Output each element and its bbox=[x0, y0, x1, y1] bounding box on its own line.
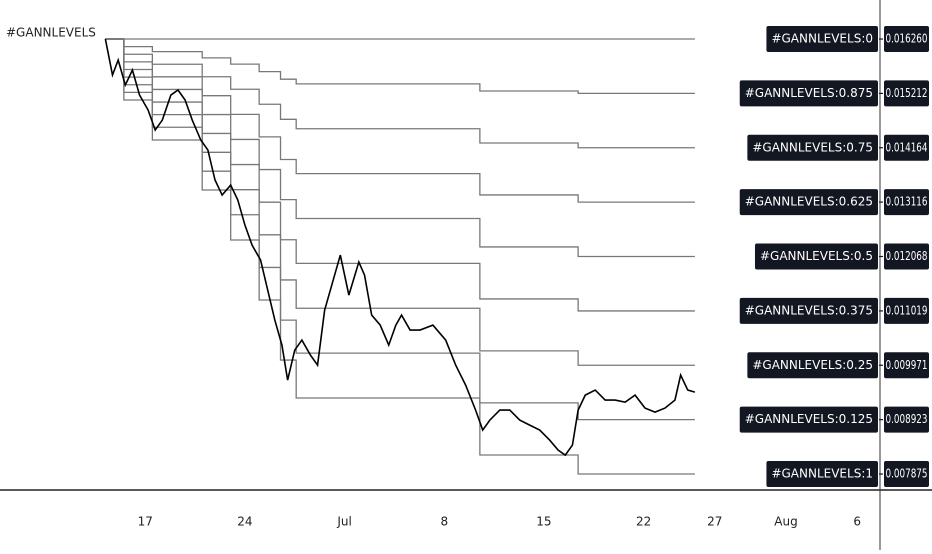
gann-level-line bbox=[105, 38, 695, 95]
level-label: #GANNLEVELS:0.625 0.013116 bbox=[739, 189, 929, 216]
level-name-box bbox=[766, 26, 878, 53]
gann-level-line bbox=[105, 38, 695, 258]
level-name-box bbox=[739, 406, 878, 433]
level-label: #GANNLEVELS:0.875 0.015212 bbox=[739, 80, 929, 107]
chart-title: #GANNLEVELS bbox=[6, 26, 96, 40]
level-name: #GANNLEVELS:0 bbox=[771, 32, 873, 46]
level-value-box bbox=[884, 352, 929, 379]
x-tick-label: 15 bbox=[536, 515, 551, 529]
level-name-box bbox=[754, 243, 878, 270]
level-name-box bbox=[739, 297, 878, 324]
level-name: #GANNLEVELS:0.5 bbox=[760, 249, 873, 263]
level-label: #GANNLEVELS:0.75 0.014164 bbox=[747, 134, 929, 161]
level-name: #GANNLEVELS:0.625 bbox=[745, 195, 873, 209]
x-tick-label: 6 bbox=[853, 515, 861, 529]
level-value-box bbox=[884, 189, 929, 216]
level-value-label: 0.015212 bbox=[886, 86, 928, 100]
level-value-label: 0.011019 bbox=[886, 303, 928, 317]
gann-level-line bbox=[105, 38, 695, 312]
level-name: #GANNLEVELS:1 bbox=[771, 467, 873, 481]
level-value-box bbox=[884, 406, 929, 433]
level-name: #GANNLEVELS:0.125 bbox=[745, 412, 873, 426]
level-label: #GANNLEVELS:1 0.007875 bbox=[766, 461, 929, 488]
level-value-box bbox=[884, 297, 929, 324]
level-value-label: 0.014164 bbox=[886, 140, 928, 154]
level-value-box bbox=[884, 134, 929, 161]
level-name: #GANNLEVELS:0.875 bbox=[745, 86, 873, 100]
x-tick-label: 27 bbox=[707, 515, 722, 529]
level-label: #GANNLEVELS:0.125 0.008923 bbox=[739, 406, 929, 433]
level-name-box bbox=[766, 461, 878, 488]
x-tick-label: 8 bbox=[440, 515, 448, 529]
x-tick-label: Aug bbox=[774, 515, 797, 529]
level-value-label: 0.009971 bbox=[886, 358, 928, 372]
level-label: #GANNLEVELS:0.375 0.011019 bbox=[739, 297, 929, 324]
level-value-box bbox=[884, 461, 929, 488]
level-name-box bbox=[747, 134, 878, 161]
gann-level-line bbox=[105, 38, 695, 366]
level-value-box bbox=[884, 243, 929, 270]
gann-level-line bbox=[105, 38, 695, 475]
price-line bbox=[104, 38, 696, 457]
level-value-label: 0.012068 bbox=[886, 249, 928, 263]
level-name: #GANNLEVELS:0.375 bbox=[745, 303, 873, 317]
gann-level-line bbox=[105, 38, 695, 149]
gann-level-line bbox=[105, 38, 695, 203]
level-label: #GANNLEVELS:0 0.016260 bbox=[766, 26, 929, 53]
level-value-label: 0.016260 bbox=[886, 32, 928, 46]
level-value-label: 0.013116 bbox=[886, 195, 928, 209]
level-name-box bbox=[747, 352, 878, 379]
level-name-box bbox=[739, 80, 878, 107]
x-tick-label: 22 bbox=[636, 515, 651, 529]
x-tick-label: 17 bbox=[138, 515, 153, 529]
level-label: #GANNLEVELS:0.25 0.009971 bbox=[747, 352, 929, 379]
level-value-box bbox=[884, 80, 929, 107]
level-name: #GANNLEVELS:0.25 bbox=[752, 358, 873, 372]
level-value-label: 0.008923 bbox=[886, 412, 928, 426]
level-label: #GANNLEVELS:0.5 0.012068 bbox=[754, 243, 929, 270]
level-name-box bbox=[739, 189, 878, 216]
level-value-label: 0.007875 bbox=[886, 467, 928, 481]
x-tick-label: Jul bbox=[336, 515, 351, 529]
level-name: #GANNLEVELS:0.75 bbox=[752, 140, 873, 154]
level-value-box bbox=[884, 26, 929, 53]
x-tick-label: 24 bbox=[237, 515, 252, 529]
